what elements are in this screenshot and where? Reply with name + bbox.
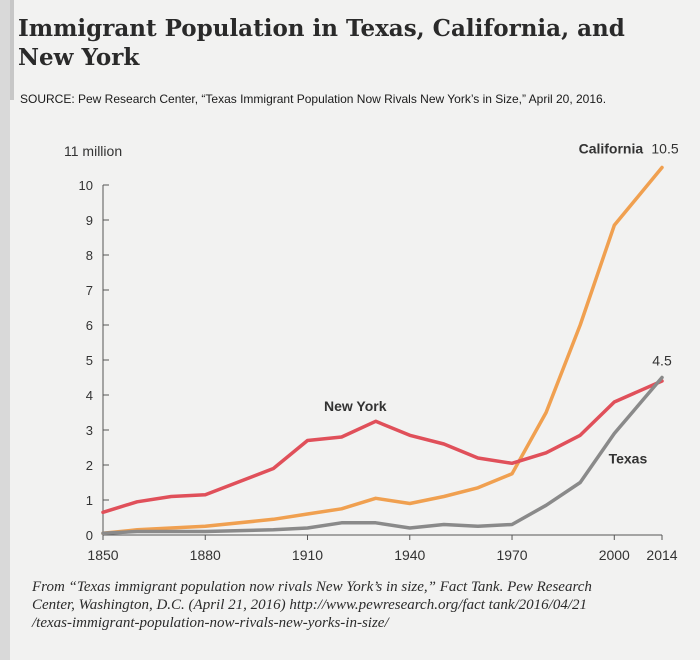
y-tick-label: 6 [86, 318, 93, 333]
header-rule [10, 0, 14, 100]
y-tick-label: 7 [86, 283, 93, 298]
x-tick-label: 1910 [292, 547, 323, 563]
source-note: SOURCE: Pew Research Center, “Texas Immi… [20, 92, 607, 106]
y-tick-label: 1 [86, 493, 93, 508]
y-tick-label: 8 [86, 248, 93, 263]
chart-heading: Immigrant Population in Texas, Californi… [18, 15, 625, 71]
y-tick-label: 5 [86, 353, 93, 368]
x-tick-label: 2014 [646, 547, 677, 563]
x-tick-label: 2000 [599, 547, 630, 563]
series-line-new-york [101, 379, 664, 515]
series-line-texas [101, 375, 664, 536]
series-line-california [101, 165, 664, 536]
y-tick-label: 10 [79, 178, 93, 193]
page-sheet: Immigrant Population in Texas, Californi… [10, 0, 700, 660]
series-label-new-york: New York [324, 398, 387, 414]
series-label-california: California [579, 141, 644, 157]
x-tick-label: 1850 [87, 547, 118, 563]
end-value-texas: 4.5 [652, 352, 672, 368]
series-label-texas: Texas [609, 450, 648, 466]
y-tick-label: 3 [86, 423, 93, 438]
y-unit-label: 11 million [64, 143, 122, 159]
citation-text: From “Texas immigrant population now riv… [32, 579, 592, 631]
end-value-california: 10.5 [651, 141, 678, 157]
x-tick-label: 1940 [394, 547, 425, 563]
y-tick-label: 9 [86, 213, 93, 228]
x-tick-label: 1880 [190, 547, 221, 563]
y-tick-label: 2 [86, 458, 93, 473]
y-tick-label: 4 [86, 388, 93, 403]
x-tick-label: 1970 [496, 547, 527, 563]
y-tick-label: 0 [86, 528, 93, 543]
